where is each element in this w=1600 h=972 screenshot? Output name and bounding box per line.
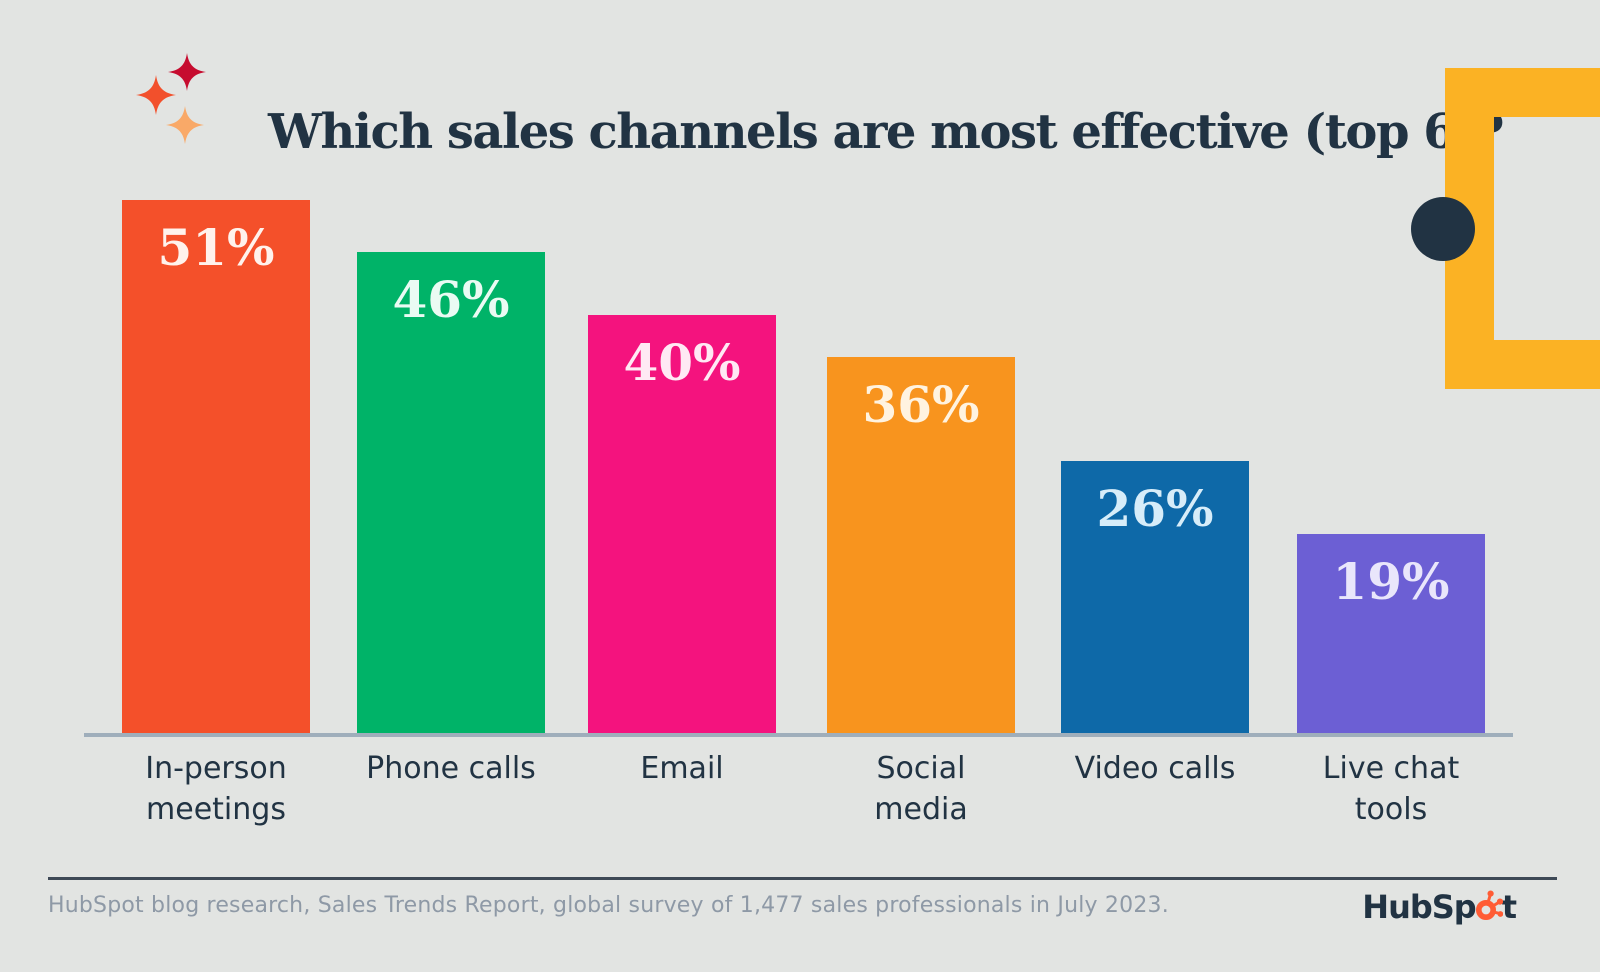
bar-live-chat-tools: 19%	[1297, 534, 1485, 733]
bar-value-label: 19%	[1332, 552, 1450, 611]
navy-circle-decoration	[1411, 197, 1475, 261]
category-label-line: Email	[640, 751, 724, 786]
hubspot-sprocket-icon	[1475, 890, 1503, 920]
category-label-live-chat-tools: Live chat tools	[1271, 748, 1511, 830]
bar-video-calls: 26%	[1061, 461, 1249, 733]
category-label-phone-calls: Phone calls	[331, 748, 571, 789]
bar-value-label: 46%	[392, 270, 510, 329]
hubspot-logo: HubSp t	[1362, 888, 1517, 926]
source-attribution: HubSpot blog research, Sales Trends Repo…	[48, 893, 1169, 918]
bar-social-media: 36%	[827, 357, 1015, 733]
bar-value-label: 40%	[623, 333, 741, 392]
category-label-line: Social	[876, 751, 966, 786]
category-label-line: media	[874, 792, 968, 827]
sparkle-crimson	[168, 53, 206, 91]
hubspot-logo-text-pre: HubSp	[1362, 888, 1476, 926]
chart-title: Which sales channels are most effective …	[268, 104, 1504, 161]
category-label-in-person-meetings: In-person meetings	[96, 748, 336, 830]
bar-in-person-meetings: 51%	[122, 200, 310, 733]
category-label-email: Email	[562, 748, 802, 789]
category-label-video-calls: Video calls	[1035, 748, 1275, 789]
bar-value-label: 26%	[1096, 479, 1214, 538]
category-label-line: tools	[1354, 792, 1428, 827]
sparkle-peach	[166, 106, 204, 144]
bar-value-label: 51%	[157, 218, 275, 277]
category-label-line: Live chat	[1322, 751, 1460, 786]
category-label-line: meetings	[146, 792, 286, 827]
sparkle-orange	[136, 75, 176, 115]
category-label-line: In-person	[145, 751, 287, 786]
sparkles-icon	[136, 53, 206, 144]
hubspot-logo-text-post: t	[1501, 888, 1517, 926]
bar-phone-calls: 46%	[357, 252, 545, 733]
category-label-line: Phone calls	[366, 751, 536, 786]
bar-value-label: 36%	[862, 375, 980, 434]
footer-divider	[48, 877, 1557, 880]
x-axis-line	[84, 733, 1513, 737]
category-label-line: Video calls	[1074, 751, 1236, 786]
category-label-social-media: Social media	[801, 748, 1041, 830]
bar-email: 40%	[588, 315, 776, 733]
